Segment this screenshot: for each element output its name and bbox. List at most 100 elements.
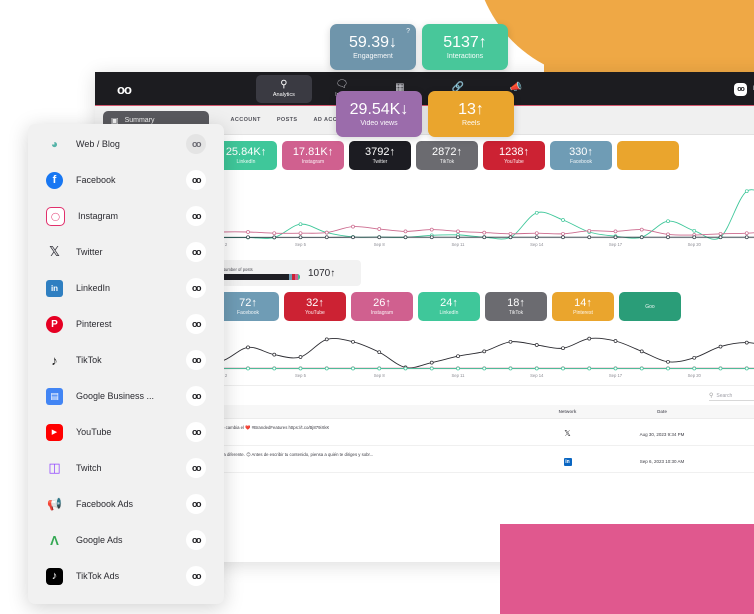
- float-value: 59.39: [348, 33, 390, 51]
- main-nav: ⚲ Analytics 🗨 Inbox ▦ 🔗 📣: [255, 75, 544, 103]
- sidebar-item-youtube[interactable]: ▶ YouTube oo: [28, 414, 224, 450]
- nav-item-analytics[interactable]: ⚲ Analytics: [255, 75, 312, 103]
- inbox-icon: 🗨: [335, 79, 349, 90]
- connect-pill[interactable]: oo: [186, 386, 206, 406]
- metric-arrow: ↑: [456, 145, 462, 158]
- connect-pill[interactable]: oo: [186, 458, 206, 478]
- tiktok-ads-icon: ♪: [46, 567, 63, 585]
- metric-card: 26↑ Instagram: [351, 292, 413, 321]
- connect-pill[interactable]: oo: [186, 350, 206, 370]
- sidebar-item-tiktok[interactable]: ♪ TikTok oo: [28, 342, 224, 378]
- posts-progress-group: Number of posts: [222, 267, 300, 280]
- nav-item-ads[interactable]: 📣: [488, 75, 544, 103]
- metric-arrow: ↑: [586, 296, 592, 309]
- sidebar-item-google-business[interactable]: ▤ Google Business ... oo: [28, 378, 224, 414]
- metric-label: Twitter: [372, 158, 388, 165]
- sidebar-item-instagram[interactable]: ◯ Instagram oo: [28, 198, 224, 234]
- post-date: Sep 6, 2023 10:30 AM: [639, 459, 685, 464]
- cell-impressions: 47.4: [718, 418, 754, 446]
- help-icon[interactable]: ?: [406, 28, 410, 35]
- float-label: Interactions: [446, 52, 484, 60]
- instagram-icon: ◯: [46, 206, 65, 226]
- metric-label: Pinterest: [573, 309, 593, 316]
- metric-card: 24↑ LinkedIn: [418, 292, 480, 321]
- twitter-x-icon: 𝕏: [49, 244, 60, 259]
- connect-pill[interactable]: oo: [186, 278, 206, 298]
- metric-value: 32: [306, 296, 319, 309]
- sidebar-item-google-ads[interactable]: Λ Google Ads oo: [28, 522, 224, 558]
- nav-item-planning[interactable]: ▦: [372, 75, 428, 103]
- metric-card: 17.81K↑ Instagram: [282, 141, 344, 170]
- metric-card: 32↑ YouTube: [284, 292, 346, 321]
- metric-label: Facebook: [570, 158, 592, 165]
- sidebar-item-web-blog[interactable]: ◕ Web / Blog oo: [28, 126, 224, 162]
- subtab-account[interactable]: ACCOUNT: [230, 117, 261, 123]
- connect-pill[interactable]: oo: [186, 170, 206, 190]
- svg-text:Sep 8: Sep 8: [374, 242, 386, 247]
- posts-total-value: 1070: [308, 267, 331, 279]
- sidebar-item-tiktok-ads[interactable]: ♪ TikTok Ads oo: [28, 558, 224, 594]
- account-area[interactable]: oo Metricool E: [733, 82, 754, 96]
- sidebar-item-twitch[interactable]: ◫ Twitch oo: [28, 450, 224, 486]
- metric-card: 25.84K↑ LinkedIn: [215, 141, 277, 170]
- metric-label: LinkedIn: [439, 309, 459, 316]
- connect-pill[interactable]: oo: [186, 242, 206, 262]
- col-date: Date: [606, 405, 718, 419]
- metric-value: 1238: [499, 145, 524, 158]
- subtab-ad-accounts[interactable]: AD ACCOUNTS: [313, 117, 357, 123]
- search-input[interactable]: Search: [716, 392, 733, 399]
- connect-pill[interactable]: oo: [186, 494, 206, 514]
- metric-arrow: ↑: [389, 145, 395, 158]
- floating-card-reels[interactable]: 13↑ Reels: [428, 91, 514, 137]
- sidebar-item-label: Instagram: [78, 211, 119, 221]
- floating-card-video-views[interactable]: 29.54K↓ Video views: [336, 91, 422, 137]
- metric-label: YouTube: [305, 309, 325, 316]
- floating-card-engagement[interactable]: ? 59.39↓ Engagement: [330, 24, 416, 70]
- metric-arrow: ↑: [251, 296, 257, 309]
- col-network: Network: [529, 405, 606, 419]
- sidebar-item-linkedin[interactable]: in LinkedIn oo: [28, 270, 224, 306]
- connect-pill[interactable]: oo: [186, 566, 206, 586]
- subtab-posts[interactable]: POSTS: [276, 117, 298, 123]
- svg-text:Sep 11: Sep 11: [452, 242, 466, 247]
- sidebar-item-label: TikTok: [76, 355, 102, 365]
- metric-card-partial: [617, 141, 679, 170]
- connect-pill[interactable]: oo: [186, 206, 206, 226]
- metric-card: 330↑ Facebook: [550, 141, 612, 170]
- col-impressions: Impres: [718, 405, 754, 419]
- svg-text:Sep 14: Sep 14: [530, 242, 544, 247]
- sidebar-item-label: Pinterest: [76, 319, 112, 329]
- metricool-logo[interactable]: oo: [117, 81, 132, 97]
- svg-text:Sep 11: Sep 11: [452, 373, 466, 378]
- sidebar-item-label: Twitch: [76, 463, 102, 473]
- sidebar-item-label: YouTube: [76, 427, 112, 437]
- sidebar-item-label: Facebook Ads: [76, 499, 134, 509]
- connect-pill[interactable]: oo: [186, 422, 206, 442]
- nav-item-links[interactable]: 🔗: [430, 75, 486, 103]
- connect-pill[interactable]: oo: [186, 314, 206, 334]
- float-label: Video views: [360, 119, 398, 127]
- sidebar-item-pinterest[interactable]: P Pinterest oo: [28, 306, 224, 342]
- metric-arrow: ↑: [523, 145, 529, 158]
- sidebar-item-facebook[interactable]: f Facebook oo: [28, 162, 224, 198]
- sidebar-item-label: LinkedIn: [76, 283, 111, 293]
- float-value: 29.54K: [349, 100, 401, 118]
- connect-pill[interactable]: oo: [186, 530, 206, 550]
- float-arrow: ↑: [475, 100, 484, 118]
- posts-table-body: Metricooler 🤩 Dale like a este post y ve…: [95, 418, 754, 473]
- svg-text:Sep 8: Sep 8: [374, 373, 386, 378]
- sidebar-item-label: Google Business ...: [76, 391, 155, 401]
- cell-network: 𝕏: [529, 418, 606, 446]
- floating-card-interactions[interactable]: 5137↑ Interactions: [422, 24, 508, 70]
- summary-icon: ▣: [111, 115, 119, 125]
- tab-summary-label: Summary: [124, 116, 155, 124]
- sidebar-item-facebook-ads[interactable]: 📢 Facebook Ads oo: [28, 486, 224, 522]
- link-icon: 🔗: [451, 82, 465, 93]
- metrics-row-1: 25.84K↑ LinkedIn 17.81K↑ Instagram 3792↑…: [95, 135, 754, 170]
- sidebar-item-label: Facebook: [76, 175, 116, 185]
- connect-pill[interactable]: oo: [186, 134, 206, 154]
- search-box[interactable]: ⚲ Search: [709, 392, 754, 401]
- metric-arrow: ↑: [327, 145, 334, 158]
- sidebar-item-twitter[interactable]: 𝕏 Twitter oo: [28, 234, 224, 270]
